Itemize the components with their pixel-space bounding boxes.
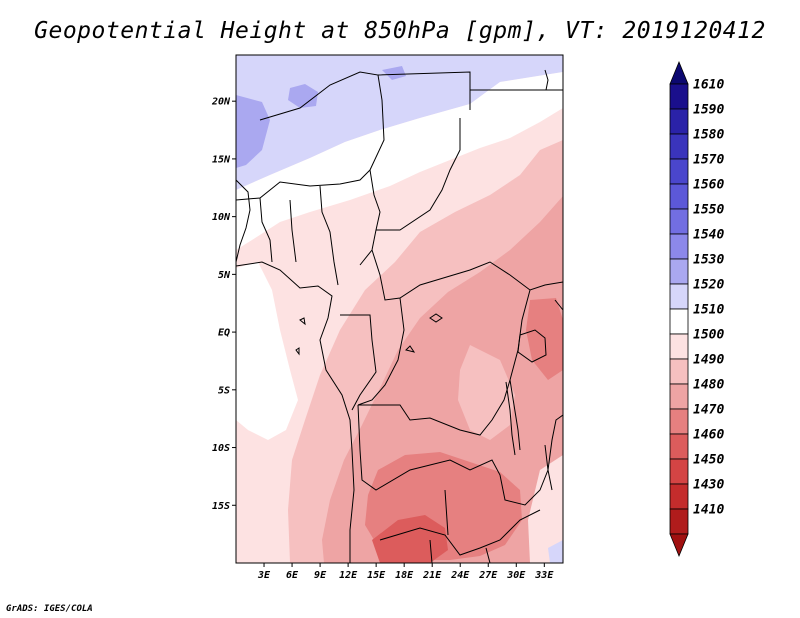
lat-tick-label: 20N xyxy=(211,97,231,108)
lat-tick-label: 10S xyxy=(212,443,230,454)
latitude-ticks: 20N 15N 10N 5N EQ 5S 10S 15S xyxy=(211,97,236,512)
colorbar-swatch xyxy=(669,208,689,235)
lon-tick-label: 24E xyxy=(450,570,470,581)
coastline-west xyxy=(236,179,355,563)
colorbar-swatch xyxy=(669,508,689,535)
country-borders xyxy=(236,69,563,563)
field-band-1470b xyxy=(526,298,563,380)
lake-tanganyika xyxy=(505,379,521,456)
colorbar-label: 1500 xyxy=(693,328,724,343)
colorbar-label: 1540 xyxy=(693,228,724,243)
colorbar-swatch xyxy=(669,83,689,110)
border-11 xyxy=(429,489,491,563)
colorbar-label: 1490 xyxy=(693,353,724,368)
footer-credit: GrADS: IGES/COLA xyxy=(6,604,93,614)
colorbar-swatch xyxy=(669,233,689,260)
lon-tick-label: 27E xyxy=(478,570,498,581)
field-band-1530b xyxy=(236,95,270,168)
colorbar-label: 1450 xyxy=(693,453,724,468)
islands xyxy=(295,313,443,356)
map-title: Geopotential Height at 850hPa [gpm], VT:… xyxy=(34,18,766,44)
lat-tick-label: 15S xyxy=(212,501,230,512)
colorbar-swatch xyxy=(669,158,689,185)
border-3 xyxy=(259,185,339,286)
colorbar-label: 1570 xyxy=(693,153,724,168)
colorbar-swatch xyxy=(669,183,689,210)
field-band-1530c xyxy=(382,66,406,80)
border-6 xyxy=(371,249,563,301)
longitude-ticks: 3E 6E 9E 12E 15E 18E 21E 24E 27E 30E 33E xyxy=(257,563,554,581)
lake-victoria xyxy=(517,329,547,363)
lon-tick-label: 21E xyxy=(422,570,442,581)
lon-tick-label: 30E xyxy=(506,570,526,581)
colorbar-swatch xyxy=(669,458,689,485)
field-band-1490b xyxy=(458,345,515,440)
colorbar-label: 1530 xyxy=(693,253,724,268)
colorbar-label: 1470 xyxy=(693,403,724,418)
colorbar-swatch xyxy=(669,108,689,135)
colorbar-bottom-arrow xyxy=(669,533,689,558)
field-band-1460 xyxy=(372,515,448,563)
colorbar: 1610 1590 1580 1570 1560 1550 1540 1530 1520 1510… xyxy=(669,60,724,558)
field-band-1510 xyxy=(236,72,563,250)
colorbar-label: 1520 xyxy=(693,278,724,293)
border-7 xyxy=(340,314,377,411)
colorbar-top-arrow xyxy=(669,60,689,85)
lon-tick-label: 12E xyxy=(339,570,358,581)
lat-tick-label: 5N xyxy=(218,270,231,281)
lon-tick-label: 6E xyxy=(286,570,299,581)
colorbar-label: 1480 xyxy=(693,378,724,393)
lon-tick-label: 15E xyxy=(367,570,386,581)
border-10 xyxy=(379,509,541,556)
lake-malawi xyxy=(544,444,553,491)
colorbar-swatch xyxy=(669,333,689,360)
colorbar-label: 1560 xyxy=(693,178,724,193)
field-band-1520 xyxy=(236,55,563,190)
field-band-1520-se xyxy=(548,540,563,563)
lat-tick-label: 15N xyxy=(212,154,231,165)
field-band-1530 xyxy=(288,84,318,108)
lat-tick-label: EQ xyxy=(218,328,230,339)
coastline-east xyxy=(544,69,563,311)
colorbar-swatch xyxy=(669,358,689,385)
field-band-1500-se xyxy=(528,455,563,563)
colorbar-label: 1510 xyxy=(693,303,724,318)
field-band-1510b xyxy=(236,262,298,440)
colorbar-swatch xyxy=(669,133,689,160)
border-9 xyxy=(357,404,563,506)
colorbar-swatch xyxy=(669,433,689,460)
lon-tick-label: 18E xyxy=(395,570,414,581)
colorbar-label: 1580 xyxy=(693,128,724,143)
colorbar-swatch xyxy=(669,408,689,435)
colorbar-label: 1430 xyxy=(693,478,724,493)
colorbar-swatch xyxy=(669,383,689,410)
geopotential-field xyxy=(236,55,563,563)
colorbar-label: 1410 xyxy=(693,503,724,518)
colorbar-label: 1550 xyxy=(693,203,724,218)
map-frame xyxy=(235,54,564,564)
colorbar-swatch xyxy=(669,283,689,310)
border-4 xyxy=(377,71,563,110)
colorbar-swatch xyxy=(669,308,689,335)
lon-tick-label: 33E xyxy=(534,570,554,581)
border-5 xyxy=(376,118,461,231)
colorbar-swatch xyxy=(669,483,689,510)
colorbar-label: 1590 xyxy=(693,103,724,118)
lon-tick-label: 9E xyxy=(314,570,327,581)
lat-tick-label: 10N xyxy=(212,212,231,223)
colorbar-swatch xyxy=(669,258,689,285)
colorbar-label: 1610 xyxy=(693,78,724,93)
lon-tick-label: 3E xyxy=(257,570,271,581)
lat-tick-label: 5S xyxy=(218,385,230,396)
colorbar-label: 1460 xyxy=(693,428,724,443)
